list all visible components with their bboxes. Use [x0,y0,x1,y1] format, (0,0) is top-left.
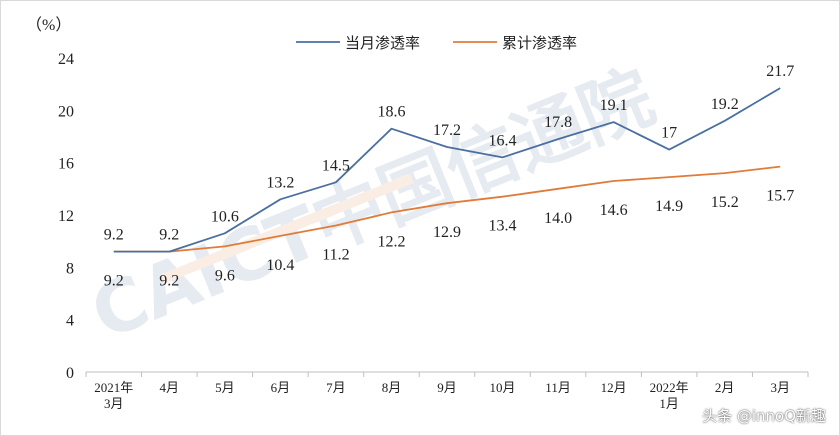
caict-watermark-logo: CAICT中国信通院 [80,54,665,356]
data-label-monthly: 9.2 [159,227,179,244]
y-tick-label: 12 [58,208,74,225]
x-tick-label: 12月 [601,380,627,395]
data-labels: 9.2 9.2 10.6 13.2 14.5 18.6 17.2 16.4 17.8 19.1 17… [104,63,794,290]
data-label-cumulative: 12.9 [433,224,461,241]
data-label-monthly: 13.2 [266,174,294,191]
x-tick-label: 10月 [490,380,516,395]
data-label-monthly: 17 [661,125,677,142]
legend-label-cumulative: 累计渗透率 [502,34,577,52]
data-label-monthly: 14.5 [322,157,350,174]
y-axis-ticks: 0 4 8 12 16 20 24 [58,51,74,382]
data-label-monthly: 19.1 [600,97,628,114]
data-label-cumulative: 14.9 [655,198,683,215]
data-label-monthly: 10.6 [211,208,239,225]
x-tick-label: 11月 [545,380,571,395]
series-lines [113,87,781,253]
data-label-monthly: 19.2 [711,96,739,113]
x-tick-label: 3月 [770,380,790,395]
data-label-monthly: 9.2 [104,227,124,244]
x-tick-label: 8月 [382,380,402,395]
series-line-monthly [113,87,781,253]
y-tick-label: 4 [66,313,74,330]
data-label-cumulative: 12.2 [377,233,405,250]
x-tick-label: 1月 [659,396,679,411]
data-label-monthly: 18.6 [377,104,405,121]
data-label-cumulative: 10.4 [266,257,294,274]
y-tick-label: 8 [66,260,74,277]
data-label-cumulative: 9.2 [104,273,124,290]
legend-label-monthly: 当月渗透率 [345,34,420,52]
x-tick-label: 6月 [271,380,291,395]
y-axis-unit: （%） [26,16,71,34]
data-label-cumulative: 14.0 [544,210,572,227]
x-tick-label: 4月 [160,380,180,395]
x-tick-label: 5月 [215,380,235,395]
data-label-monthly: 16.4 [489,132,517,149]
series-line-cumulative [113,165,781,253]
y-tick-label: 16 [58,156,74,173]
data-label-cumulative: 11.2 [322,246,349,263]
x-tick-label: 9月 [437,380,457,395]
data-label-cumulative: 9.2 [159,273,179,290]
data-label-monthly: 17.8 [544,114,572,131]
data-label-cumulative: 15.2 [711,194,739,211]
data-label-monthly: 21.7 [766,63,794,80]
x-tick-label: 2021年 [94,380,133,395]
data-label-cumulative: 14.6 [600,202,628,219]
watermark-logo-bar [159,173,414,285]
x-tick-label: 2月 [715,380,735,395]
x-tick-label: 2022年 [650,380,689,395]
data-label-cumulative: 15.7 [766,188,794,205]
source-watermark-caption: 头条 @innoQ新趣 [702,407,826,425]
data-label-cumulative: 13.4 [489,218,517,235]
y-tick-label: 0 [66,365,74,382]
y-tick-label: 20 [58,103,74,120]
data-label-cumulative: 9.6 [215,267,235,284]
watermark-logo-text: CAICT中国信通院 [80,54,665,356]
x-tick-label: 7月 [326,380,346,395]
x-tick-label: 3月 [104,396,124,411]
data-label-monthly: 17.2 [433,122,461,139]
legend: 当月渗透率 累计渗透率 [296,34,577,52]
y-tick-label: 24 [58,51,74,68]
